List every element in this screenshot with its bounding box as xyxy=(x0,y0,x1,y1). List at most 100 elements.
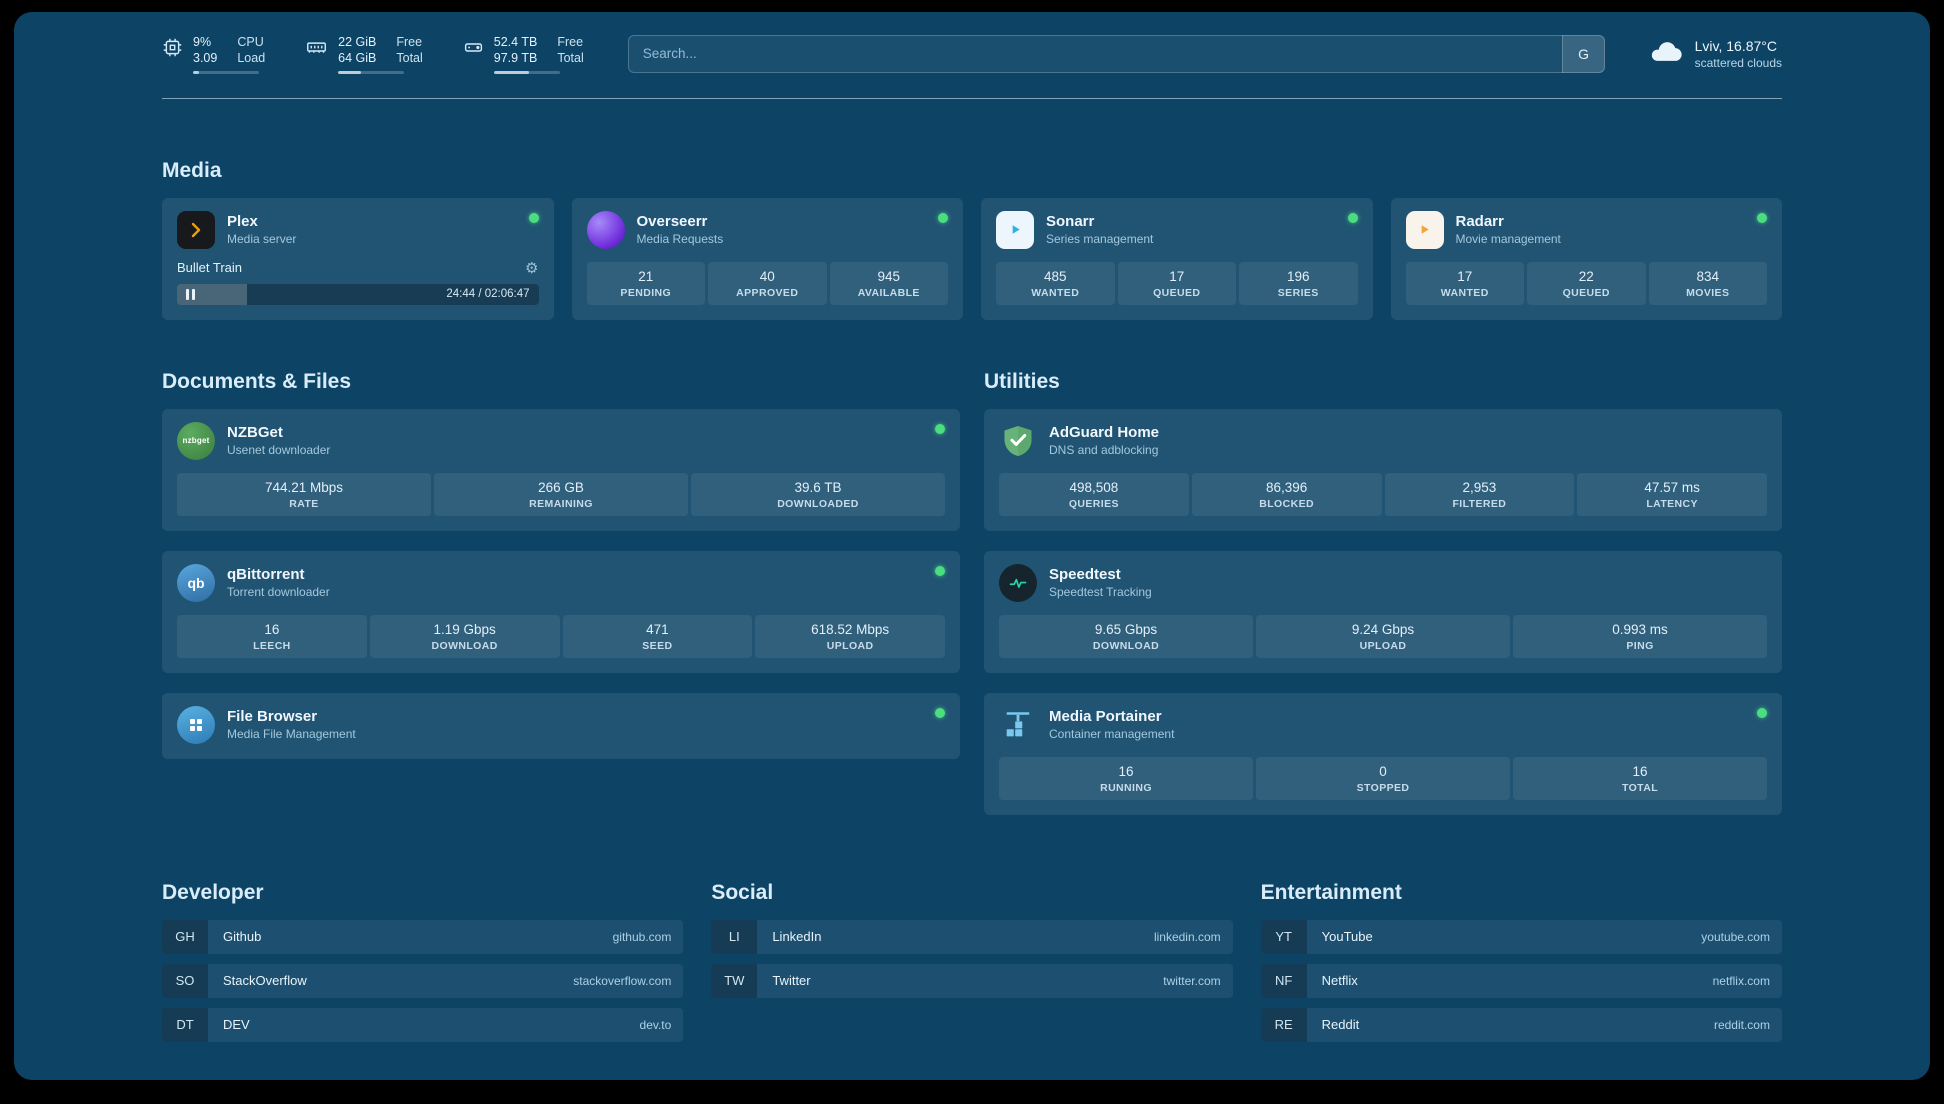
portainer-icon xyxy=(999,706,1037,744)
stat-value: 1.19 Gbps xyxy=(433,621,496,637)
radarr-card[interactable]: Radarr Movie management 17 WANTED 22 QUE… xyxy=(1390,197,1782,320)
app-name: Media Portainer xyxy=(1049,708,1162,725)
stat-label: STOPPED xyxy=(1356,781,1410,794)
cpu-percent: 9% xyxy=(193,35,212,49)
weather-condition: scattered clouds xyxy=(1694,55,1782,70)
stat-rate: 744.21 Mbps RATE xyxy=(177,472,431,516)
weather-widget[interactable]: Lviv, 16.87°C scattered clouds xyxy=(1649,38,1782,70)
stat-queries: 498,508 QUERIES xyxy=(999,472,1189,516)
playback-time: 24:44 / 02:06:47 xyxy=(446,288,530,300)
status-dot xyxy=(935,423,945,434)
portainer-card[interactable]: Media Portainer Container management 16 … xyxy=(984,692,1782,815)
stat-value: 9.65 Gbps xyxy=(1094,621,1158,637)
stat-available: 945 AVAILABLE xyxy=(829,261,948,305)
stat-remaining: 266 GB REMAINING xyxy=(434,472,688,516)
bookmark-url: dev.to xyxy=(639,1017,672,1032)
stat-label: WANTED xyxy=(1031,286,1080,299)
speedtest-card[interactable]: Speedtest Speedtest Tracking 9.65 Gbps D… xyxy=(984,550,1782,673)
stat-value: 196 xyxy=(1286,268,1310,284)
stat-ping: 0.993 ms PING xyxy=(1513,614,1767,658)
stat-label: REMAINING xyxy=(529,497,593,510)
search-provider-button[interactable]: G xyxy=(1561,34,1605,73)
bookmark-name: Reddit xyxy=(1321,1017,1360,1032)
plex-card[interactable]: Plex Media server Bullet Train ⚙ 24:44 /… xyxy=(162,197,554,320)
app-name: NZBGet xyxy=(227,424,283,441)
app-subtitle: Movie management xyxy=(1455,232,1561,246)
app-name: qBittorrent xyxy=(227,566,305,583)
stat-wanted: 485 WANTED xyxy=(996,261,1115,305)
nzbget-card[interactable]: nzbget NZBGet Usenet downloader 744.21 M… xyxy=(162,408,960,531)
bookmark-github[interactable]: GH Github github.com xyxy=(162,919,684,954)
gear-icon[interactable]: ⚙ xyxy=(525,259,539,277)
search-input[interactable] xyxy=(627,34,1605,73)
stat-label: LATENCY xyxy=(1646,497,1698,510)
stat-label: QUERIES xyxy=(1068,497,1119,510)
bookmark-name: Twitter xyxy=(772,973,811,988)
stat-value: 744.21 Mbps xyxy=(264,479,344,495)
stat-value: 40 xyxy=(759,268,775,284)
stat-series: 196 SERIES xyxy=(1239,261,1358,305)
bookmark-stackoverflow[interactable]: SO StackOverflow stackoverflow.com xyxy=(162,963,684,998)
bookmark-reddit[interactable]: RE Reddit reddit.com xyxy=(1260,1007,1782,1042)
status-dot xyxy=(1757,212,1767,223)
app-subtitle: Media server xyxy=(227,232,297,246)
cpu-load: 3.09 xyxy=(193,51,218,66)
app-subtitle: DNS and adblocking xyxy=(1049,443,1159,457)
bookmark-dev[interactable]: DT DEV dev.to xyxy=(162,1007,684,1042)
memory-widget: 22 GiB 64 GiB Free Total xyxy=(305,34,423,74)
section-title-utilities: Utilities xyxy=(984,369,1060,393)
sonarr-card[interactable]: Sonarr Series management 485 WANTED 17 Q… xyxy=(981,197,1373,320)
section-title-media: Media xyxy=(162,158,222,182)
stat-downloaded: 39.6 TB DOWNLOADED xyxy=(691,472,945,516)
bookmark-name: Netflix xyxy=(1321,973,1358,988)
overseerr-card[interactable]: Overseerr Media Requests 21 PENDING 40 A… xyxy=(571,197,963,320)
bookmark-twitter[interactable]: TW Twitter twitter.com xyxy=(711,963,1233,998)
bookmark-name: StackOverflow xyxy=(223,973,307,988)
section-title-developer: Developer xyxy=(162,880,264,904)
cpu-label-top: CPU xyxy=(237,35,264,49)
stat-stopped: 0 STOPPED xyxy=(1256,756,1510,800)
app-subtitle: Usenet downloader xyxy=(227,443,331,457)
bookmark-abbr: SO xyxy=(162,963,208,998)
playback-progress-bar[interactable]: 24:44 / 02:06:47 xyxy=(177,283,539,305)
dashboard-frame: 9% 3.09 CPU Load xyxy=(14,12,1930,1080)
stat-value: 86,396 xyxy=(1265,479,1308,495)
stat-value: 2,953 xyxy=(1462,479,1497,495)
stat-value: 47.57 ms xyxy=(1644,479,1700,495)
stat-label: FILTERED xyxy=(1452,497,1507,510)
stat-seed: 471 SEED xyxy=(562,614,753,658)
bookmark-netflix[interactable]: NF Netflix netflix.com xyxy=(1260,963,1782,998)
stat-value: 16 xyxy=(1118,763,1134,779)
stat-value: 9.24 Gbps xyxy=(1351,621,1415,637)
app-name: Speedtest xyxy=(1049,566,1121,583)
bookmark-url: twitter.com xyxy=(1163,973,1221,988)
stat-value: 22 xyxy=(1578,268,1594,284)
nzbget-icon-text: nzbget xyxy=(182,436,210,445)
memory-icon xyxy=(305,37,328,58)
app-name: Overseerr xyxy=(636,213,708,230)
bookmark-youtube[interactable]: YT YouTube youtube.com xyxy=(1260,919,1782,954)
filebrowser-card[interactable]: File Browser Media File Management xyxy=(162,692,960,759)
bookmarks-entertainment: Entertainment YT YouTube youtube.com NF … xyxy=(1260,881,1782,1042)
adguard-card[interactable]: AdGuard Home DNS and adblocking 498,508 … xyxy=(984,408,1782,531)
stat-label: UPLOAD xyxy=(1359,639,1407,652)
app-name: Radarr xyxy=(1455,213,1504,230)
bookmark-linkedin[interactable]: LI LinkedIn linkedin.com xyxy=(711,919,1233,954)
memory-label-bottom: Total xyxy=(396,51,423,66)
stat-blocked: 86,396 BLOCKED xyxy=(1191,472,1382,516)
qbittorrent-card[interactable]: qb qBittorrent Torrent downloader 16 LEE… xyxy=(162,550,960,673)
stat-label: SEED xyxy=(642,639,673,652)
stat-filtered: 2,953 FILTERED xyxy=(1384,472,1575,516)
status-dot xyxy=(1347,212,1358,223)
stat-label: AVAILABLE xyxy=(857,286,920,299)
disk-icon xyxy=(463,37,484,58)
stat-label: MOVIES xyxy=(1686,286,1730,299)
app-subtitle: Container management xyxy=(1049,727,1175,741)
bookmark-url: github.com xyxy=(612,929,672,944)
stat-movies: 834 MOVIES xyxy=(1648,261,1767,305)
disk-widget: 52.4 TB 97.9 TB Free Total xyxy=(463,34,584,74)
pause-icon[interactable] xyxy=(186,288,195,300)
stat-label: RATE xyxy=(289,497,319,510)
stat-queued: 22 QUEUED xyxy=(1527,261,1646,305)
memory-progress-bar xyxy=(338,70,405,74)
